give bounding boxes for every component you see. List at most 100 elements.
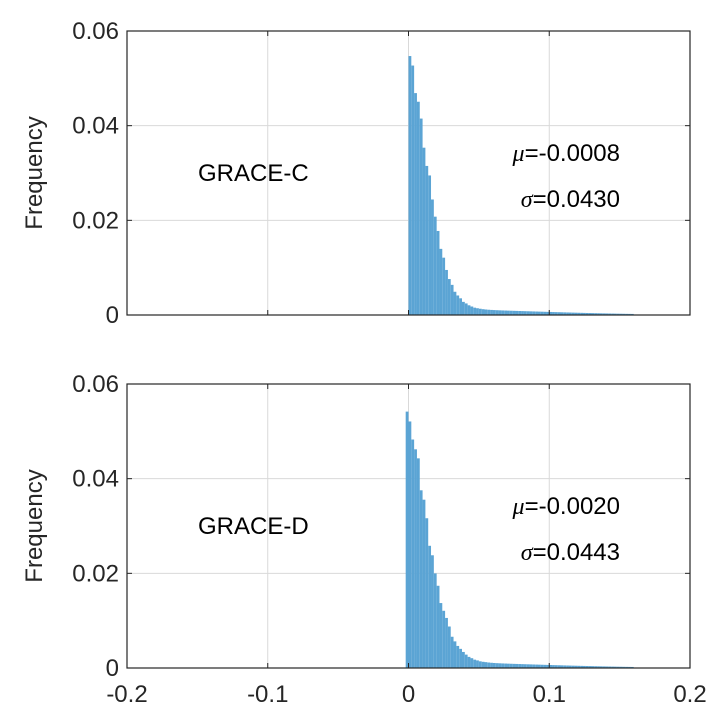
histogram-bar <box>484 662 488 668</box>
histogram-bar <box>428 175 432 315</box>
histogram-bar <box>473 307 477 315</box>
histogram-bar <box>428 545 432 668</box>
histogram-bar <box>540 664 544 668</box>
histogram-bar <box>453 291 457 315</box>
y-tick-label: 0 <box>106 655 119 682</box>
histogram-bar <box>585 666 589 668</box>
histogram-bar <box>594 313 598 315</box>
histogram-bar <box>560 312 564 315</box>
histogram-bar <box>594 666 598 668</box>
histogram-bar <box>611 313 614 315</box>
histogram-bar <box>487 309 491 315</box>
histogram-bar <box>611 666 614 668</box>
histogram-bar <box>422 499 426 668</box>
histogram-bars <box>405 411 648 668</box>
histogram-bar <box>467 305 471 315</box>
histogram-bar <box>540 311 544 315</box>
histogram-bar <box>613 666 617 668</box>
histogram-bar <box>554 665 558 668</box>
histogram-bar <box>461 651 465 668</box>
histogram-bar <box>456 295 460 315</box>
histogram-bar <box>605 666 609 668</box>
histogram-bar <box>439 248 443 315</box>
histogram-bar <box>414 93 417 315</box>
x-tick-label: -0.1 <box>247 681 288 708</box>
x-tick-label: -0.2 <box>106 681 147 708</box>
histogram-bar <box>476 660 479 668</box>
histogram-bar <box>574 312 578 315</box>
histogram-bar <box>442 257 446 315</box>
histogram-bar <box>504 663 508 668</box>
histogram-bar <box>512 663 516 668</box>
y-tick-label: 0.04 <box>72 113 119 140</box>
mu-symbol: μ <box>512 494 525 520</box>
histogram-bar <box>447 626 451 668</box>
histogram-bar <box>521 664 524 668</box>
histogram-bar <box>546 664 550 668</box>
histogram-bar <box>602 313 606 315</box>
histogram-bar <box>523 664 527 668</box>
histogram-bar <box>619 666 623 668</box>
histogram-bar <box>560 665 564 668</box>
histogram-bar <box>526 664 530 668</box>
histogram-bar <box>554 312 558 315</box>
histogram-bar <box>591 666 595 668</box>
histogram-bar <box>492 662 496 668</box>
histogram-bar <box>453 641 457 668</box>
histogram-bar <box>459 648 462 668</box>
histogram-bar <box>507 663 510 668</box>
histogram-bar <box>408 421 412 668</box>
histogram-bar <box>588 313 592 315</box>
histogram-bar <box>461 301 465 315</box>
histogram-bar <box>481 309 485 315</box>
histogram-bar <box>515 310 519 315</box>
histogram-bar <box>447 279 451 315</box>
histogram-bar <box>591 313 595 315</box>
histogram-bar <box>431 199 434 315</box>
histogram-bar <box>419 118 423 315</box>
histogram-bar <box>619 313 623 315</box>
histogram-bar <box>501 663 505 668</box>
histogram-bar <box>549 665 553 668</box>
std-annotation: σ=0.0430 <box>521 186 620 213</box>
histogram-bar <box>459 298 462 315</box>
histogram-bar <box>436 585 440 668</box>
histogram-bar <box>546 311 550 315</box>
histogram-bar <box>622 313 626 315</box>
histogram-bar <box>557 665 561 668</box>
histogram-bar <box>532 664 536 668</box>
histogram-bar <box>422 147 426 315</box>
histogram-bar <box>602 666 606 668</box>
histogram-bar <box>509 310 513 315</box>
histogram-bar <box>552 312 555 315</box>
histogram-bar <box>577 665 581 668</box>
histogram-bar <box>408 56 412 316</box>
histogram-bar <box>473 659 477 668</box>
histogram-bar <box>504 310 508 315</box>
x-tick-label: 0.2 <box>673 681 706 708</box>
histogram-bar <box>439 603 443 668</box>
histogram-bar <box>537 664 541 668</box>
histogram-bar <box>588 666 592 668</box>
histogram-bar <box>526 311 530 315</box>
histogram-bar <box>574 665 578 668</box>
histogram-bar <box>450 636 454 668</box>
histogram-bar <box>464 654 468 668</box>
histogram-bar <box>436 230 440 315</box>
histogram-bar <box>580 665 584 668</box>
histogram-bar <box>571 312 575 315</box>
histogram-bar <box>523 311 527 315</box>
histogram-bar <box>416 458 420 668</box>
histogram-bar <box>599 313 603 315</box>
histogram-bar <box>518 311 522 315</box>
histogram-bar <box>490 309 493 315</box>
histogram-bar <box>577 312 581 315</box>
histogram-bar <box>476 308 479 315</box>
histogram-bar <box>450 284 454 315</box>
histogram-bar <box>478 308 482 315</box>
histogram-bar <box>597 313 600 315</box>
histogram-bar <box>509 663 513 668</box>
histogram-bar <box>495 663 499 668</box>
y-tick-label: 0.04 <box>72 466 119 493</box>
histogram-bar <box>501 310 505 315</box>
